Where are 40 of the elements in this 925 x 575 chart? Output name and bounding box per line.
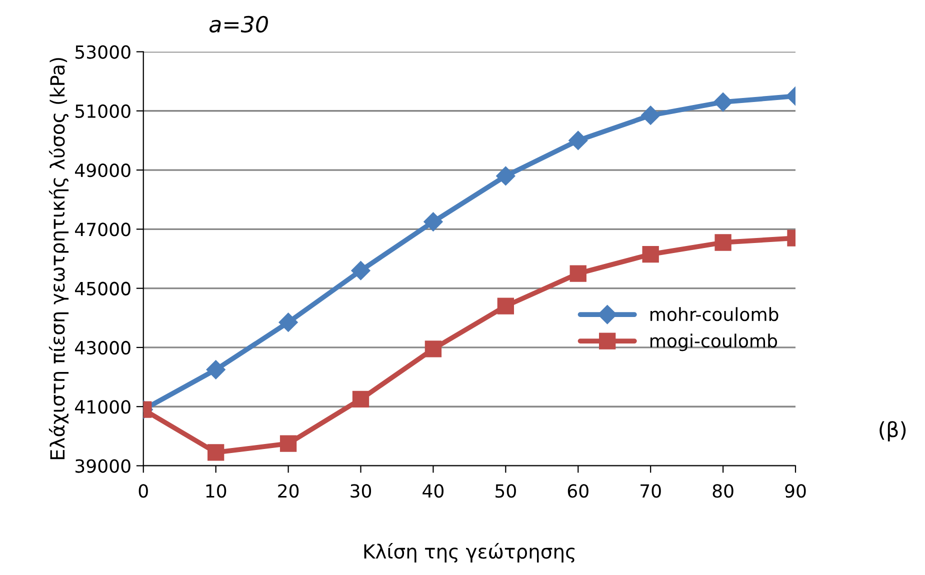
point bbox=[497, 298, 514, 314]
y-tick-label: 51000 bbox=[76, 104, 130, 118]
point bbox=[424, 212, 443, 232]
y-tick-label: 39000 bbox=[76, 459, 130, 473]
x-tick-label: 90 bbox=[785, 484, 806, 498]
y-tick-label: 43000 bbox=[75, 340, 130, 355]
point bbox=[714, 92, 733, 112]
point bbox=[642, 246, 659, 263]
x-tick-label: 70 bbox=[640, 484, 661, 498]
y-axis-title: Ελάχιστη πίεση γεωτρητικής λύσος (kPa) bbox=[48, 58, 69, 460]
point bbox=[496, 166, 516, 186]
x-tick-label: 60 bbox=[568, 484, 588, 498]
x-tick-label: 40 bbox=[422, 484, 444, 498]
x-tick-label: 80 bbox=[712, 484, 734, 498]
point bbox=[352, 390, 370, 408]
text: (β) bbox=[880, 421, 906, 442]
point bbox=[278, 312, 298, 332]
y-tick-label: 47000 bbox=[75, 222, 130, 236]
point bbox=[570, 265, 586, 282]
y-tick-label: 49000 bbox=[75, 163, 130, 178]
x-tick-label: 30 bbox=[350, 484, 372, 498]
point bbox=[424, 340, 442, 358]
legend-label: mohr-coulomb bbox=[650, 307, 778, 322]
legend-label: mogi-coulomb bbox=[650, 334, 778, 352]
point bbox=[641, 106, 660, 125]
point bbox=[568, 130, 588, 150]
point bbox=[351, 261, 370, 280]
x-tick-label: 20 bbox=[278, 484, 299, 498]
point bbox=[280, 435, 297, 452]
x-tick-label: 50 bbox=[496, 484, 516, 498]
y-tick-label: 53000 bbox=[76, 45, 130, 59]
chart-title: a=30 bbox=[210, 16, 268, 33]
point bbox=[714, 234, 732, 251]
y-tick-label: 45000 bbox=[75, 282, 130, 296]
point bbox=[208, 444, 224, 461]
x-tick-label: 0 bbox=[138, 484, 148, 498]
x-tick-label: 10 bbox=[206, 484, 226, 498]
point bbox=[206, 360, 226, 380]
y-tick-label: 41000 bbox=[75, 400, 130, 414]
x-axis-title: Κλίση της γεώτρησης bbox=[364, 542, 575, 563]
